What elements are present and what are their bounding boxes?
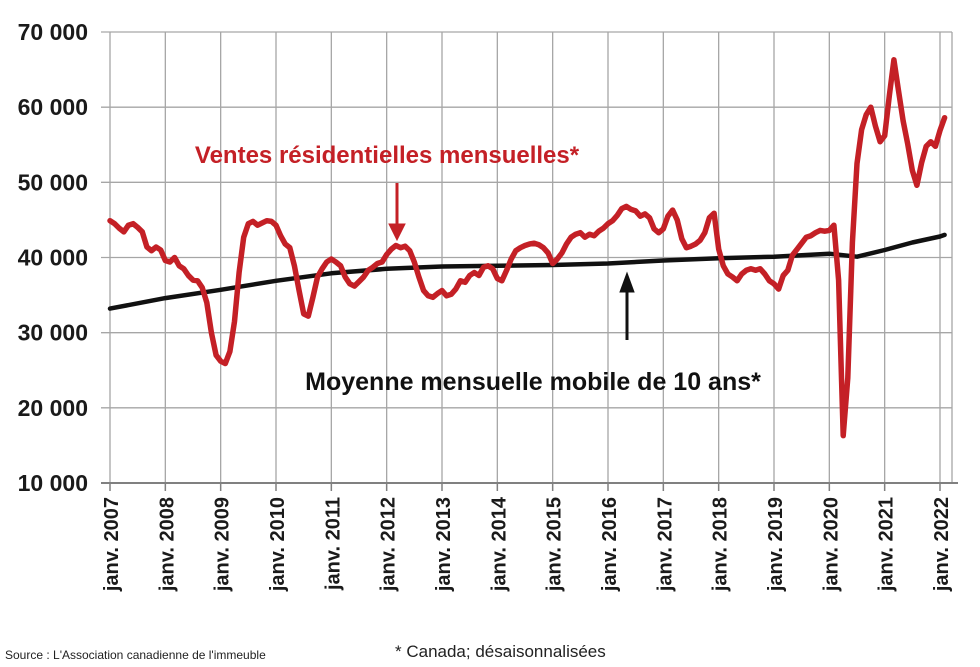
x-axis	[101, 482, 958, 491]
y-tick-label: 60 000	[18, 94, 88, 120]
source-text: Source : L'Association canadienne de l'i…	[5, 648, 266, 662]
y-tick-label: 70 000	[18, 19, 88, 45]
average-series-label: Moyenne mensuelle mobile de 10 ans*	[305, 368, 761, 396]
x-tick-label: janv. 2012	[378, 497, 400, 592]
x-tick-label: janv. 2010	[267, 497, 289, 592]
x-tick-label: janv. 2007	[101, 497, 123, 592]
x-tick-label: janv. 2014	[488, 496, 510, 592]
average-label-arrow-icon	[619, 271, 635, 340]
x-axis-labels: janv. 2007 janv. 2008 janv. 2009 janv. 2010…	[101, 496, 953, 592]
gridlines	[101, 31, 953, 484]
monthly-sales-line	[107, 57, 948, 439]
x-tick-label: janv. 2021	[876, 497, 898, 592]
x-tick-label: janv. 2009	[212, 497, 234, 592]
y-axis-labels: 70 000 60 000 50 000 40 000 30 000 20 000 10 0…	[18, 19, 88, 496]
y-tick-label: 50 000	[18, 169, 88, 195]
x-tick-label: janv. 2015	[544, 497, 566, 592]
x-tick-label: janv. 2011	[322, 497, 344, 591]
x-tick-label: janv. 2017	[654, 497, 676, 592]
x-tick-label: janv. 2016	[599, 497, 621, 592]
y-tick-label: 10 000	[18, 470, 88, 496]
x-tick-label: janv. 2019	[765, 497, 787, 592]
footnote-text: * Canada; désaisonnalisées	[395, 642, 606, 661]
x-tick-label: janv. 2008	[156, 497, 178, 592]
x-tick-label: janv. 2020	[820, 497, 842, 592]
y-tick-label: 30 000	[18, 320, 88, 346]
sales-series-label: Ventes résidentielles mensuelles*	[195, 142, 580, 169]
y-tick-label: 20 000	[18, 395, 88, 421]
x-tick-label: janv. 2018	[710, 497, 732, 592]
sales-label-arrow-icon	[388, 183, 406, 242]
moving-average-line	[107, 232, 947, 311]
y-tick-label: 40 000	[18, 245, 88, 271]
x-tick-label: janv. 2013	[433, 497, 455, 592]
x-tick-label: janv. 2022	[931, 497, 953, 592]
